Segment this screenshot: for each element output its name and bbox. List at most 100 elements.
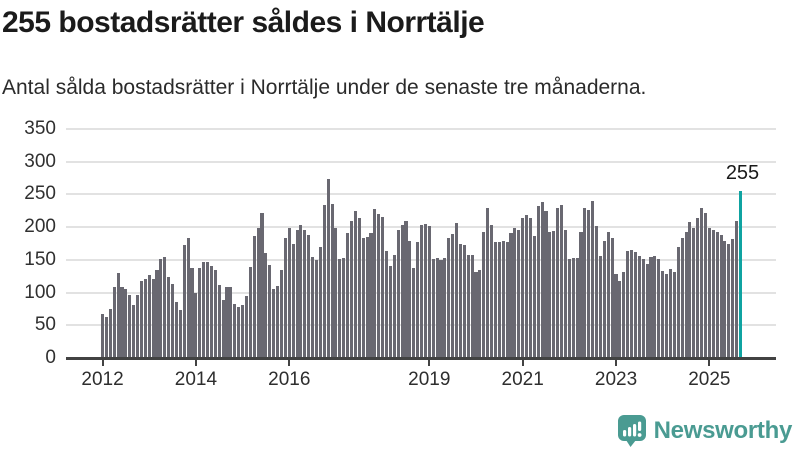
bar (116, 272, 120, 358)
bar (155, 269, 159, 358)
bar (657, 259, 661, 358)
x-tick-mark (615, 359, 618, 366)
bar (497, 241, 501, 358)
bar (591, 200, 595, 358)
bar (466, 254, 470, 358)
bar (143, 278, 147, 358)
bar (633, 252, 638, 358)
bar (318, 247, 322, 358)
bar (454, 223, 459, 358)
bar (680, 238, 684, 358)
bar (400, 225, 404, 358)
bar (342, 257, 346, 358)
bar (688, 221, 692, 358)
bar (136, 294, 140, 358)
bar (365, 236, 369, 358)
bar (419, 225, 424, 358)
bar (338, 258, 342, 358)
value-annotation: 255 (725, 162, 760, 185)
bar (326, 179, 330, 358)
bar (349, 221, 354, 358)
bar (237, 306, 241, 358)
bar (272, 288, 276, 358)
bar (217, 284, 221, 358)
bar (213, 269, 217, 358)
bar (178, 309, 182, 358)
bar (186, 238, 190, 358)
x-tick-mark (101, 359, 104, 366)
bar (653, 255, 657, 358)
bar (711, 229, 715, 358)
bar (700, 207, 704, 358)
bar (598, 255, 602, 358)
bar (139, 280, 143, 358)
bar (563, 229, 567, 358)
bar (322, 204, 326, 358)
bar (482, 231, 486, 358)
bar (567, 258, 571, 358)
bar (412, 268, 416, 358)
bar (159, 259, 163, 358)
bar (427, 226, 431, 358)
bar (384, 251, 389, 358)
bar (579, 232, 583, 358)
x-axis-label: 2025 (688, 369, 731, 390)
bar (703, 213, 708, 358)
bar (486, 208, 490, 358)
bar (194, 293, 198, 358)
bar (163, 256, 167, 358)
bar (478, 269, 482, 358)
x-axis-label: 2014 (174, 369, 218, 390)
x-axis-label: 2012 (81, 369, 124, 390)
bar (244, 295, 249, 358)
bar (128, 295, 132, 358)
bar (112, 287, 116, 358)
chart-subtitle: Antal sålda bostadsrätter i Norrtälje un… (2, 76, 647, 99)
bar (661, 270, 665, 358)
x-tick-mark (428, 359, 431, 366)
bar (447, 238, 451, 358)
bar (311, 256, 315, 358)
y-axis-label: 100 (24, 281, 56, 303)
x-tick-mark (521, 359, 524, 366)
bar (353, 210, 357, 358)
bar (451, 234, 455, 358)
bar (377, 214, 381, 358)
bar (626, 251, 630, 358)
x-tick-mark (194, 359, 197, 366)
bar (715, 231, 719, 358)
bar (602, 240, 606, 358)
bar (684, 232, 688, 358)
x-axis-label: 2023 (594, 369, 638, 390)
bar (552, 231, 556, 358)
bar (404, 221, 408, 358)
bar (388, 265, 392, 358)
x-tick-mark (708, 359, 711, 366)
bar (692, 228, 696, 358)
bar (307, 234, 311, 358)
bar (513, 228, 517, 358)
bar (295, 229, 299, 358)
bar (435, 257, 439, 358)
bar (151, 279, 155, 358)
bar (101, 314, 105, 358)
y-axis-label: 250 (24, 183, 56, 205)
x-axis-label: 2019 (408, 369, 451, 390)
bar (610, 237, 614, 358)
x-axis-line (66, 356, 776, 360)
bar (241, 305, 245, 358)
bar (392, 255, 396, 358)
bar (630, 250, 634, 358)
bar (614, 274, 618, 358)
x-axis-label: 2016 (268, 369, 311, 390)
gridline-350 (66, 128, 776, 130)
bar (509, 233, 513, 358)
bar (560, 204, 564, 358)
bar (672, 271, 676, 358)
bar (735, 221, 739, 358)
bar (381, 216, 385, 358)
bar (147, 274, 151, 358)
bar (668, 269, 673, 358)
page-title: 255 bostadsrätter såldes i Norrtälje (2, 6, 485, 39)
bar (276, 286, 280, 358)
